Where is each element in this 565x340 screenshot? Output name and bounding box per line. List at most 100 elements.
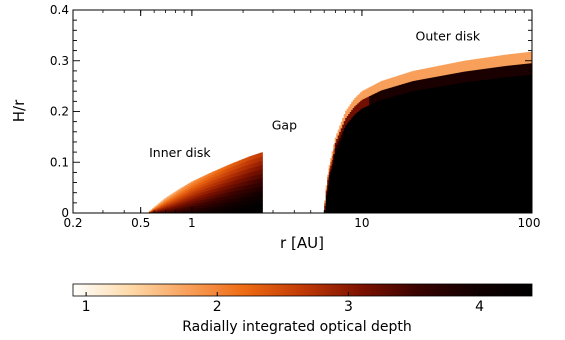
disk-cell: [450, 159, 453, 171]
disk-cell: [493, 145, 496, 158]
disk-cell: [370, 203, 373, 213]
disk-cell: [492, 78, 495, 91]
disk-cell: [378, 110, 381, 121]
disk-cell: [424, 182, 427, 193]
disk-cell: [454, 94, 457, 106]
disk-cell: [153, 211, 156, 213]
disk-cell: [382, 175, 385, 185]
disk-cell: [260, 208, 263, 213]
disk-cell: [438, 86, 441, 98]
disk-cell: [504, 111, 507, 123]
disk-cell: [156, 207, 159, 209]
disk-cell: [435, 171, 438, 182]
disk-cell: [354, 106, 357, 115]
disk-cell: [372, 85, 375, 95]
disk-cell: [237, 168, 240, 173]
disk-cell: [342, 131, 345, 139]
disk-cell: [233, 187, 236, 192]
disk-cell: [219, 184, 222, 188]
disk-cell: [185, 199, 188, 202]
disk-cell: [415, 162, 418, 173]
disk-cell: [372, 194, 375, 205]
disk-cell: [153, 208, 156, 210]
disk-cell: [218, 178, 221, 182]
disk-cell: [469, 125, 472, 137]
disk-cell: [364, 151, 367, 161]
disk-cell: [231, 188, 234, 193]
disk-cell: [507, 122, 510, 135]
disk-cell: [179, 206, 182, 209]
disk-cell: [204, 177, 207, 181]
disk-cell: [361, 151, 364, 162]
disk-cell: [396, 173, 399, 185]
disk-cell: [185, 185, 188, 188]
disk-cell: [348, 190, 351, 199]
disk-cell: [251, 192, 254, 197]
disk-cell: [197, 188, 200, 192]
disk-cell: [439, 76, 442, 87]
disk-cell: [465, 104, 468, 116]
disk-cell: [463, 104, 466, 116]
disk-cell: [176, 206, 179, 209]
disk-cell: [486, 157, 489, 169]
disk-cell: [155, 210, 158, 212]
disk-cell: [517, 98, 520, 111]
disk-cell: [441, 191, 444, 203]
disk-cell: [510, 178, 513, 191]
disk-cell: [403, 203, 406, 213]
disk-cell: [252, 196, 255, 201]
disk-cell: [466, 125, 469, 138]
disk-cell: [245, 189, 248, 194]
disk-cell: [424, 89, 427, 100]
disk-cell: [352, 188, 355, 198]
disk-cell: [209, 184, 212, 188]
disk-cell: [206, 179, 209, 184]
disk-cell: [406, 112, 409, 124]
disk-cell: [345, 118, 348, 126]
disk-cell: [421, 202, 424, 213]
disk-cell: [489, 112, 492, 125]
disk-cell: [387, 203, 390, 213]
disk-cell: [421, 130, 424, 142]
disk-cell: [367, 186, 370, 196]
disk-cell: [382, 118, 385, 129]
disk-cell: [429, 88, 432, 100]
disk-cell: [174, 205, 177, 208]
disk-cell: [369, 204, 372, 213]
disk-cell: [396, 144, 399, 155]
disk-cell: [153, 208, 156, 209]
disk-cell: [251, 184, 254, 189]
disk-cell: [194, 210, 197, 213]
disk-cell: [444, 170, 447, 182]
disk-cell: [516, 110, 519, 123]
disk-cell: [218, 206, 221, 211]
disk-cell: [418, 79, 421, 91]
disk-cell: [487, 90, 490, 103]
disk-cell: [405, 93, 408, 104]
disk-cell: [255, 179, 258, 184]
disk-cell: [188, 193, 191, 197]
disk-cell: [495, 123, 498, 135]
disk-cell: [462, 71, 465, 84]
disk-cell: [236, 179, 239, 184]
disk-cell: [346, 168, 349, 177]
disk-cell: [185, 211, 188, 213]
disk-cell: [352, 124, 355, 133]
disk-cell: [529, 189, 532, 202]
disk-cell: [390, 174, 393, 185]
disk-cell: [158, 210, 161, 212]
disk-cell: [183, 189, 186, 193]
disk-cell: [381, 80, 384, 91]
disk-cell: [336, 161, 339, 168]
disk-cell: [159, 205, 162, 207]
disk-cell: [325, 205, 328, 208]
disk-cell: [191, 199, 194, 203]
disk-cell: [438, 181, 441, 193]
disk-cell: [468, 180, 471, 192]
disk-cell: [158, 207, 161, 209]
disk-cell: [430, 119, 433, 131]
disk-cell: [327, 174, 330, 178]
disk-cell: [414, 172, 417, 183]
disk-cell: [396, 154, 399, 165]
disk-cell: [486, 201, 489, 213]
